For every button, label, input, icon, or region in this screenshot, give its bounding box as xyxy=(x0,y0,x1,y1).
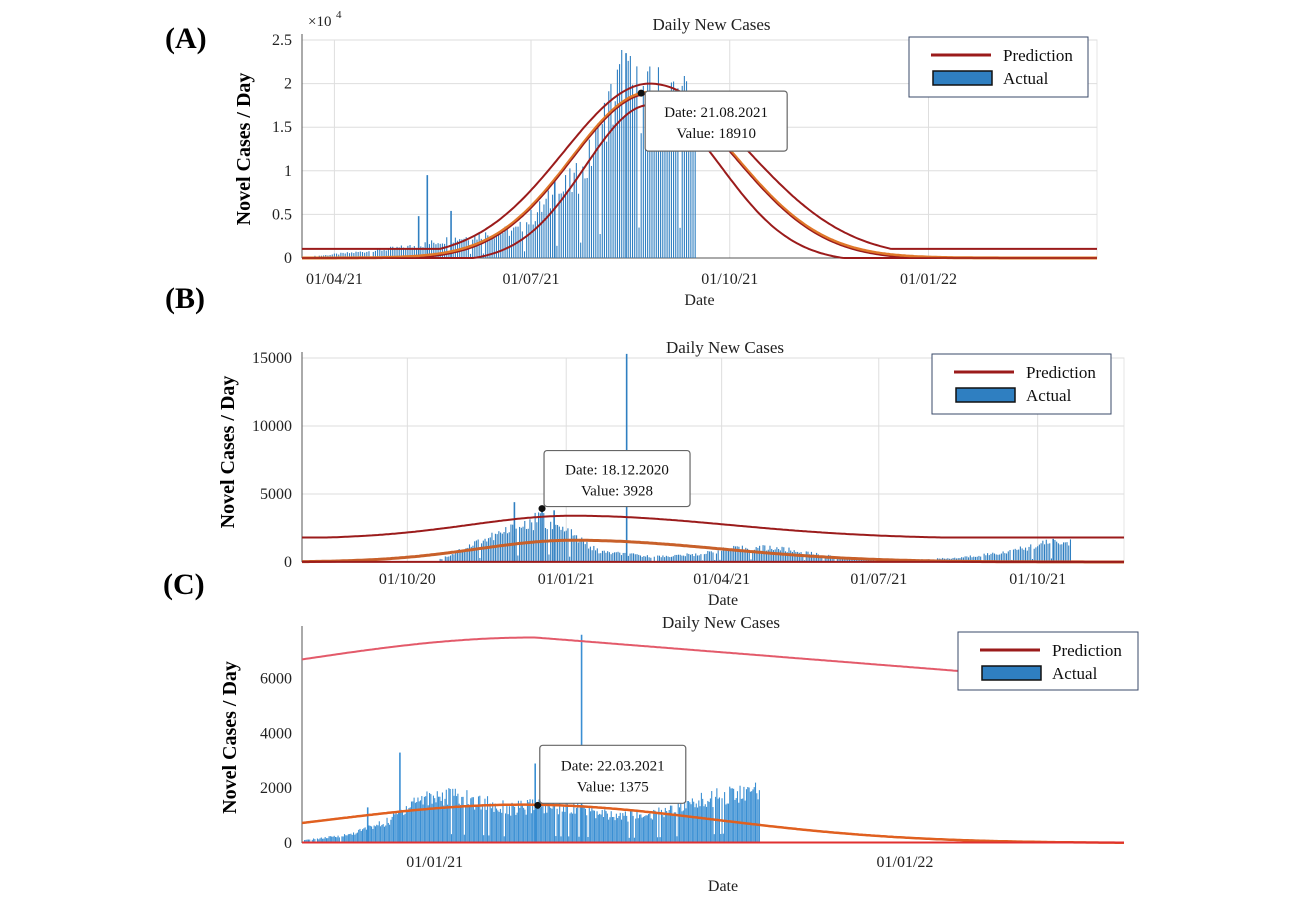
prediction-center-line xyxy=(301,803,1124,844)
y-tick-label: 15000 xyxy=(252,350,292,367)
chart-title: Daily New Cases xyxy=(662,613,780,632)
x-tick-label: 01/10/21 xyxy=(701,271,758,288)
chart-title: Daily New Cases xyxy=(666,338,784,357)
legend-box xyxy=(931,353,1112,415)
legend-actual-label: Actual xyxy=(1026,386,1072,405)
y-tick-label: 0 xyxy=(284,250,292,267)
legend-prediction-label: Prediction xyxy=(1003,46,1073,65)
x-tick-label: 01/10/21 xyxy=(1009,571,1066,588)
datatip-box xyxy=(539,744,687,804)
x-axis-label: Date xyxy=(708,592,738,609)
y-multiplier: ×10 xyxy=(308,14,331,30)
actual-bars xyxy=(304,634,760,843)
y-tick-label: 1 xyxy=(284,163,292,180)
chart-a: Daily New Cases 0 0.5 1 1.5 2 2.5 ×10 4 01/04/21 0… xyxy=(233,9,1098,309)
y-tick-label: 2.5 xyxy=(272,32,292,49)
legend-actual-swatch xyxy=(981,665,1042,681)
y-tick-label: 1.5 xyxy=(272,119,292,136)
legend-prediction-label: Prediction xyxy=(1052,641,1122,660)
y-tick-label: 6000 xyxy=(260,671,292,688)
chart-c: Daily New Cases 0 2000 4000 6000 01/01/21 01/0… xyxy=(219,613,1139,895)
legend-actual-label: Actual xyxy=(1003,69,1049,88)
prediction-upper-line xyxy=(302,514,1124,539)
y-tick-label: 0 xyxy=(284,835,292,852)
x-tick-label: 01/07/21 xyxy=(503,271,560,288)
legend-actual-swatch xyxy=(955,387,1016,403)
panel-label-b: (B) xyxy=(165,282,205,315)
x-tick-label: 01/10/20 xyxy=(379,571,436,588)
x-axis-label: Date xyxy=(708,878,738,895)
y-tick-label: 2 xyxy=(284,76,292,93)
panel-label-c: (C) xyxy=(163,568,205,601)
y-tick-label: 4000 xyxy=(260,725,292,742)
y-axis-label: Novel Cases / Day xyxy=(219,661,241,814)
legend-actual-label: Actual xyxy=(1052,664,1098,683)
x-tick-label: 01/01/22 xyxy=(877,854,934,871)
chart-title: Daily New Cases xyxy=(652,15,770,34)
datatip-box xyxy=(543,449,691,508)
datatip-date: Date: 21.08.2021 xyxy=(664,105,768,121)
datatip-marker xyxy=(637,89,645,97)
y-tick-label: 10000 xyxy=(252,418,292,435)
x-tick-label: 01/01/22 xyxy=(900,271,957,288)
x-tick-label: 01/01/21 xyxy=(538,571,595,588)
x-tick-label: 01/01/21 xyxy=(406,854,463,871)
datatip-date: Date: 22.03.2021 xyxy=(561,758,665,774)
chart-b: Daily New Cases 0 5000 10000 15000 01/10/20 01… xyxy=(217,338,1125,609)
panel-label-a: (A) xyxy=(165,22,207,55)
y-axis-label: Novel Cases / Day xyxy=(217,376,239,529)
x-tick-label: 01/04/21 xyxy=(693,571,750,588)
x-tick-label: 01/04/21 xyxy=(306,271,363,288)
y-tick-label: 2000 xyxy=(260,780,292,797)
legend-prediction-label: Prediction xyxy=(1026,363,1096,382)
y-tick-label: 0 xyxy=(284,554,292,571)
x-tick-label: 01/07/21 xyxy=(850,571,907,588)
datatip-value: Value: 3928 xyxy=(581,484,653,500)
y-axis-label: Novel Cases / Day xyxy=(233,73,255,226)
datatip-date: Date: 18.12.2020 xyxy=(565,463,669,479)
datatip-value: Value: 1375 xyxy=(577,779,649,795)
legend-box xyxy=(908,36,1089,98)
y-multiplier-exponent: 4 xyxy=(336,9,342,21)
datatip-value: Value: 18910 xyxy=(676,126,756,142)
legend-actual-swatch xyxy=(932,70,993,86)
datatip-marker xyxy=(534,801,542,809)
y-tick-label: 0.5 xyxy=(272,206,292,223)
x-axis-label: Date xyxy=(684,292,714,309)
y-tick-label: 5000 xyxy=(260,486,292,503)
datatip-box xyxy=(644,90,788,152)
datatip-marker xyxy=(538,505,546,513)
